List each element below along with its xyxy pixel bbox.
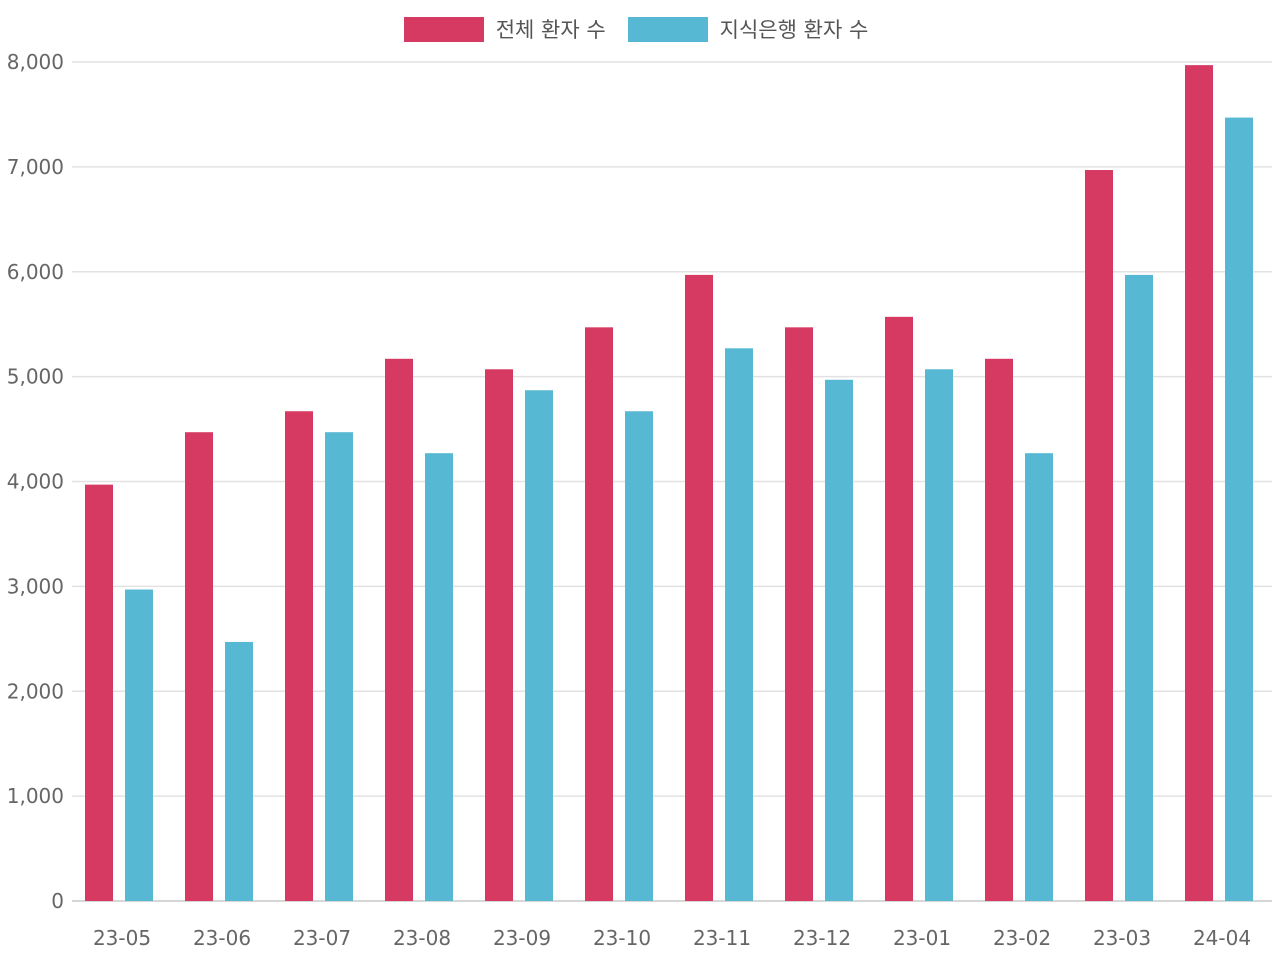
legend-item-total[interactable]: 전체 환자 수 bbox=[403, 14, 606, 44]
legend-label-total: 전체 환자 수 bbox=[495, 18, 606, 42]
y-tick-label: 8,000 bbox=[7, 50, 64, 74]
legend-swatch-total bbox=[403, 16, 484, 42]
bar-total bbox=[685, 274, 713, 901]
x-tick-label: 23-07 bbox=[293, 926, 351, 950]
bar-total bbox=[185, 432, 213, 901]
y-tick-label: 0 bbox=[51, 889, 64, 913]
bar-total bbox=[85, 484, 113, 901]
x-tick-label: 23-05 bbox=[93, 926, 151, 950]
x-tick-label: 23-08 bbox=[393, 926, 451, 950]
bar-total bbox=[585, 327, 613, 901]
bar-knowledge-bank bbox=[425, 453, 453, 901]
y-tick-label: 6,000 bbox=[7, 260, 64, 284]
bar-total bbox=[1185, 65, 1213, 902]
legend-label-knowledge-bank: 지식은행 환자 수 bbox=[719, 18, 869, 42]
y-tick-label: 3,000 bbox=[7, 574, 64, 598]
legend-swatch-knowledge-bank bbox=[627, 16, 708, 42]
bar-knowledge-bank bbox=[325, 432, 353, 901]
bar-total bbox=[885, 316, 913, 901]
bar-total bbox=[1085, 170, 1113, 902]
bar-total bbox=[285, 411, 313, 901]
bar-total bbox=[985, 358, 1013, 901]
x-tick-label: 23-12 bbox=[793, 926, 851, 950]
bar-knowledge-bank bbox=[525, 390, 553, 901]
bar-knowledge-bank bbox=[925, 369, 953, 901]
bar-knowledge-bank bbox=[725, 348, 753, 902]
y-tick-label: 7,000 bbox=[7, 155, 64, 179]
legend: 전체 환자 수 지식은행 환자 수 bbox=[0, 14, 1272, 44]
y-tick-label: 1,000 bbox=[7, 784, 64, 808]
x-tick-label: 24-04 bbox=[1193, 926, 1251, 950]
bar-total bbox=[385, 358, 413, 901]
x-tick-label: 23-01 bbox=[893, 926, 951, 950]
y-tick-label: 2,000 bbox=[7, 679, 64, 703]
bar-knowledge-bank bbox=[225, 641, 253, 901]
x-tick-label: 23-09 bbox=[493, 926, 551, 950]
bar-total bbox=[485, 369, 513, 901]
bar-knowledge-bank bbox=[1225, 117, 1253, 902]
x-tick-label: 23-03 bbox=[1093, 926, 1151, 950]
y-tick-label: 5,000 bbox=[7, 365, 64, 389]
bar-knowledge-bank bbox=[1125, 274, 1153, 901]
x-tick-label: 23-11 bbox=[693, 926, 751, 950]
x-tick-label: 23-02 bbox=[993, 926, 1051, 950]
bar-knowledge-bank bbox=[125, 589, 153, 901]
x-tick-label: 23-06 bbox=[193, 926, 251, 950]
legend-item-knowledge-bank[interactable]: 지식은행 환자 수 bbox=[627, 14, 869, 44]
bar-knowledge-bank bbox=[625, 411, 653, 901]
y-tick-label: 4,000 bbox=[7, 470, 64, 494]
bar-total bbox=[785, 327, 813, 901]
bar-knowledge-bank bbox=[825, 379, 853, 901]
x-tick-label: 23-10 bbox=[593, 926, 651, 950]
bar-knowledge-bank bbox=[1025, 453, 1053, 901]
